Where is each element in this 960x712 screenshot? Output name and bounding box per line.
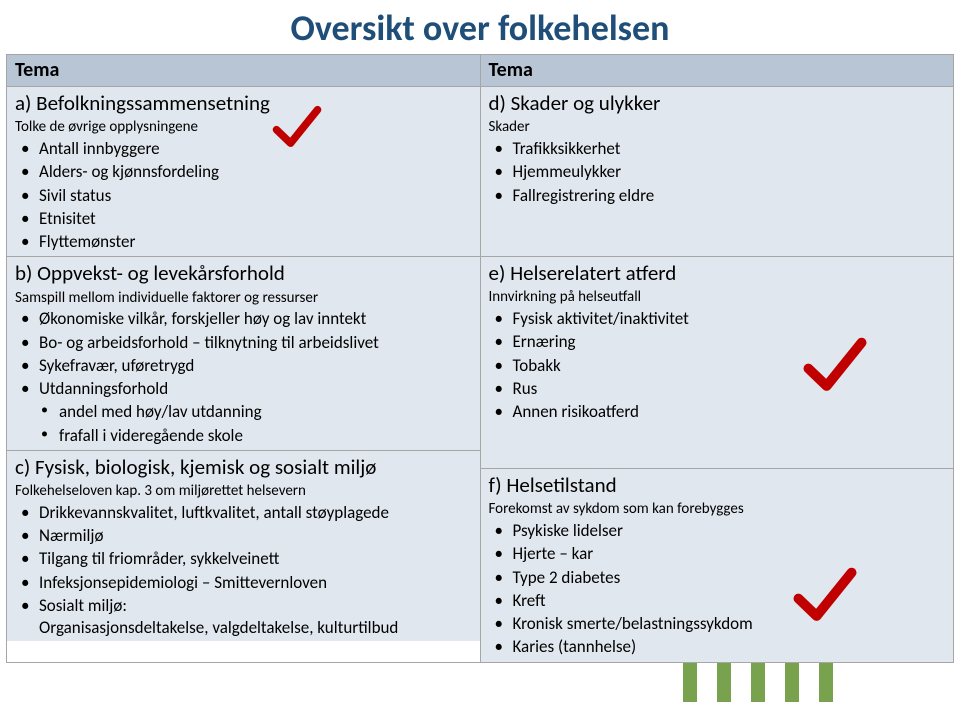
list-item: Sosialt miljø:	[39, 594, 474, 617]
left-column: Tema a) Befolkningssammensetning Tolke d…	[6, 54, 481, 663]
section-a-list: Antall innbyggere Alders- og kjønnsforde…	[15, 137, 474, 253]
right-section-e: e) Helserelatert atferd Innvirkning på h…	[481, 257, 954, 469]
list-item: Fysisk aktivitet/inaktivitet	[513, 307, 948, 330]
section-d-title: d) Skader og ulykker	[489, 90, 948, 116]
list-item: Type 2 diabetes	[513, 566, 948, 589]
list-item: Alders- og kjønnsfordeling	[39, 160, 474, 183]
list-item: Utdanningsforhold	[39, 377, 474, 400]
section-f-subtitle: Forekomst av sykdom som kan forebygges	[489, 500, 948, 519]
list-item: Økonomiske vilkår, forskjeller høy og la…	[39, 307, 474, 330]
section-e-subtitle: Innvirkning på helseutfall	[489, 288, 948, 307]
list-item: Flyttemønster	[39, 230, 474, 253]
list-item: Rus	[513, 377, 948, 400]
list-item: Fallregistrering eldre	[513, 184, 948, 207]
right-column: Tema d) Skader og ulykker Skader Trafikk…	[481, 54, 955, 663]
overview-table: Tema a) Befolkningssammensetning Tolke d…	[6, 54, 954, 663]
section-c-trailing: Organisasjonsdeltakelse, valgdeltakelse,…	[15, 617, 474, 638]
list-item: Sivil status	[39, 184, 474, 207]
section-c-list: Drikkevannskvalitet, luftkvalitet, antal…	[15, 501, 474, 617]
list-item: Hjerte – kar	[513, 542, 948, 565]
section-b-title: b) Oppvekst- og levekårsforhold	[15, 260, 474, 286]
list-item: Kronisk smerte/belastningssykdom	[513, 612, 948, 635]
left-section-c: c) Fysisk, biologisk, kjemisk og sosialt…	[7, 451, 480, 642]
list-item: Tilgang til friområder, sykkelveinett	[39, 547, 474, 570]
list-item: Tobakk	[513, 354, 948, 377]
list-item: Trafikksikkerhet	[513, 137, 948, 160]
list-item: Bo- og arbeidsforhold – tilknytning til …	[39, 331, 474, 354]
section-e-list: Fysisk aktivitet/inaktivitet Ernæring To…	[489, 307, 948, 423]
left-section-a: a) Befolkningssammensetning Tolke de øvr…	[7, 87, 480, 257]
list-item: Drikkevannskvalitet, luftkvalitet, antal…	[39, 501, 474, 524]
right-section-f: f) Helsetilstand Forekomst av sykdom som…	[481, 469, 954, 662]
list-item: Infeksjonsepidemiologi – Smittevernloven	[39, 571, 474, 594]
list-item: Sykefravær, uføretrygd	[39, 354, 474, 377]
list-item: Etnisitet	[39, 207, 474, 230]
left-header: Tema	[7, 55, 480, 87]
list-item: Annen risikoatferd	[513, 400, 948, 423]
section-d-subtitle: Skader	[489, 118, 948, 137]
page-title: Oversikt over folkehelsen	[230, 6, 730, 50]
section-c-subtitle: Folkehelseloven kap. 3 om miljørettet he…	[15, 482, 474, 501]
list-item: andel med høy/lav utdanning	[59, 400, 474, 423]
right-section-d: d) Skader og ulykker Skader Trafikksikke…	[481, 87, 954, 257]
list-item: frafall i videregående skole	[59, 424, 474, 447]
list-item: Psykiske lidelser	[513, 519, 948, 542]
section-f-title: f) Helsetilstand	[489, 472, 948, 498]
left-section-b: b) Oppvekst- og levekårsforhold Samspill…	[7, 257, 480, 451]
section-a-subtitle: Tolke de øvrige opplysningene	[15, 118, 474, 137]
section-d-list: Trafikksikkerhet Hjemmeulykker Fallregis…	[489, 137, 948, 207]
list-item: Karies (tannhelse)	[513, 635, 948, 658]
section-a-title: a) Befolkningssammensetning	[15, 90, 474, 116]
section-b-list: Økonomiske vilkår, forskjeller høy og la…	[15, 307, 474, 447]
list-item: Nærmiljø	[39, 524, 474, 547]
list-item: Antall innbyggere	[39, 137, 474, 160]
section-f-list: Psykiske lidelser Hjerte – kar Type 2 di…	[489, 519, 948, 659]
section-e-title: e) Helserelatert atferd	[489, 260, 948, 286]
section-b-sublist: andel med høy/lav utdanning frafall i vi…	[39, 400, 474, 447]
list-item: Hjemmeulykker	[513, 160, 948, 183]
list-item: Ernæring	[513, 330, 948, 353]
right-header: Tema	[481, 55, 954, 87]
section-c-title: c) Fysisk, biologisk, kjemisk og sosialt…	[15, 454, 474, 480]
list-item: Kreft	[513, 589, 948, 612]
section-b-subtitle: Samspill mellom individuelle faktorer og…	[15, 289, 474, 308]
